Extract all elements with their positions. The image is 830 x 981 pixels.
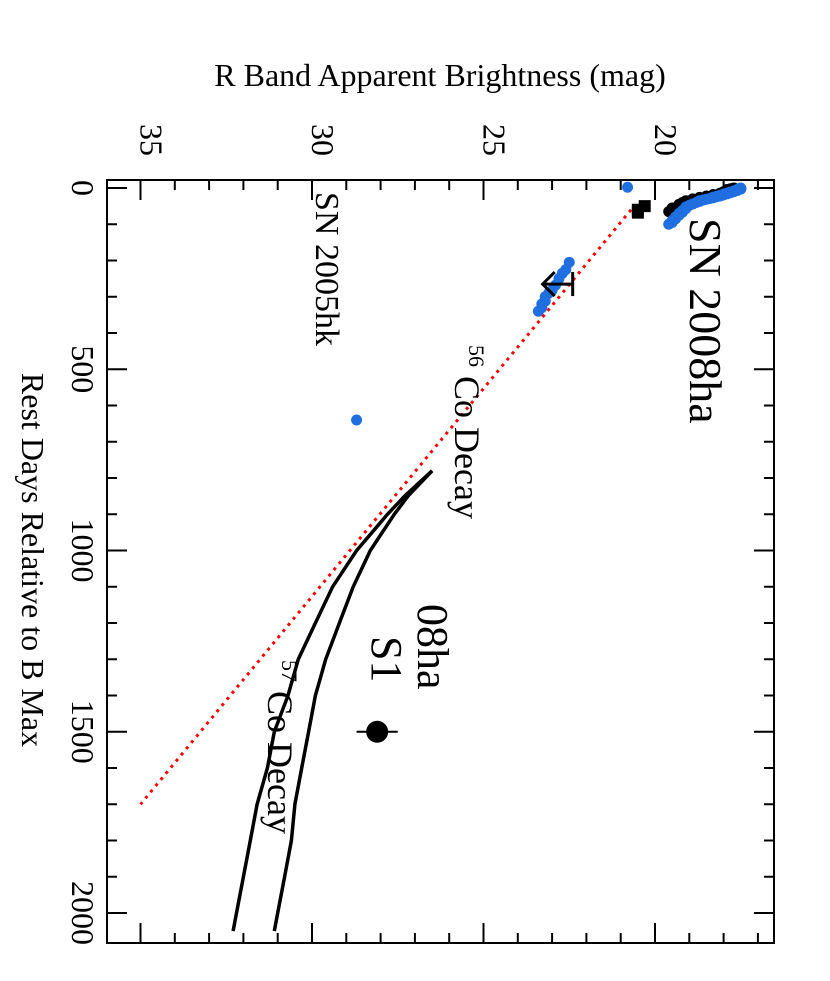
- point-sn-2005hk: [532, 305, 544, 317]
- plot-frame: [106, 179, 775, 944]
- label-08ha: 08ha: [408, 604, 457, 690]
- label-co56-decay: 56 Co Decay: [447, 345, 501, 519]
- tick-labels: 0 500 1000 1500 2000 35 30 25 20: [65, 124, 684, 945]
- label-co57-decay: 57 Co Decay: [260, 660, 314, 834]
- y-tick-label: 30: [305, 124, 341, 156]
- co57-text: Co Decay: [260, 691, 300, 834]
- point-sn-2005hk: [622, 181, 634, 193]
- label-s1: S1: [362, 636, 411, 682]
- upper-limit-arrowhead: [540, 271, 556, 298]
- data-points: [351, 181, 747, 743]
- label-sn2008ha: SN 2008ha: [680, 218, 731, 424]
- x-tick-label: 2000: [65, 881, 101, 945]
- x-tick-label: 1000: [65, 519, 101, 583]
- x-tick-label: 1500: [65, 700, 101, 764]
- y-tick-label: 20: [648, 124, 684, 156]
- y-tick-label: 25: [477, 124, 513, 156]
- line-57co-decay-lower: [231, 469, 434, 932]
- axis-ticks: [107, 180, 774, 943]
- point-08ha-s1: [366, 720, 389, 743]
- line-56co-decay: [139, 208, 633, 806]
- x-tick-label: 0: [65, 180, 101, 196]
- co56-superscript: 56: [464, 345, 489, 367]
- point-sn-2005hk: [663, 218, 675, 230]
- point-sn-2008ha-late: [631, 206, 644, 219]
- y-tick-label: 35: [134, 124, 170, 156]
- y-axis-label: R Band Apparent Brightness (mag): [214, 57, 665, 93]
- line-57co-decay-upper: [272, 469, 434, 932]
- co57-superscript: 57: [277, 660, 302, 682]
- co56-text: Co Decay: [447, 376, 487, 519]
- model-lines: [139, 208, 633, 932]
- x-axis-label: Rest Days Relative to B Max: [15, 373, 51, 747]
- x-tick-label: 500: [65, 345, 101, 393]
- plot-border: [106, 179, 775, 944]
- label-sn2005hk: SN 2005hk: [308, 192, 345, 346]
- point-sn-2005hk: [351, 414, 363, 426]
